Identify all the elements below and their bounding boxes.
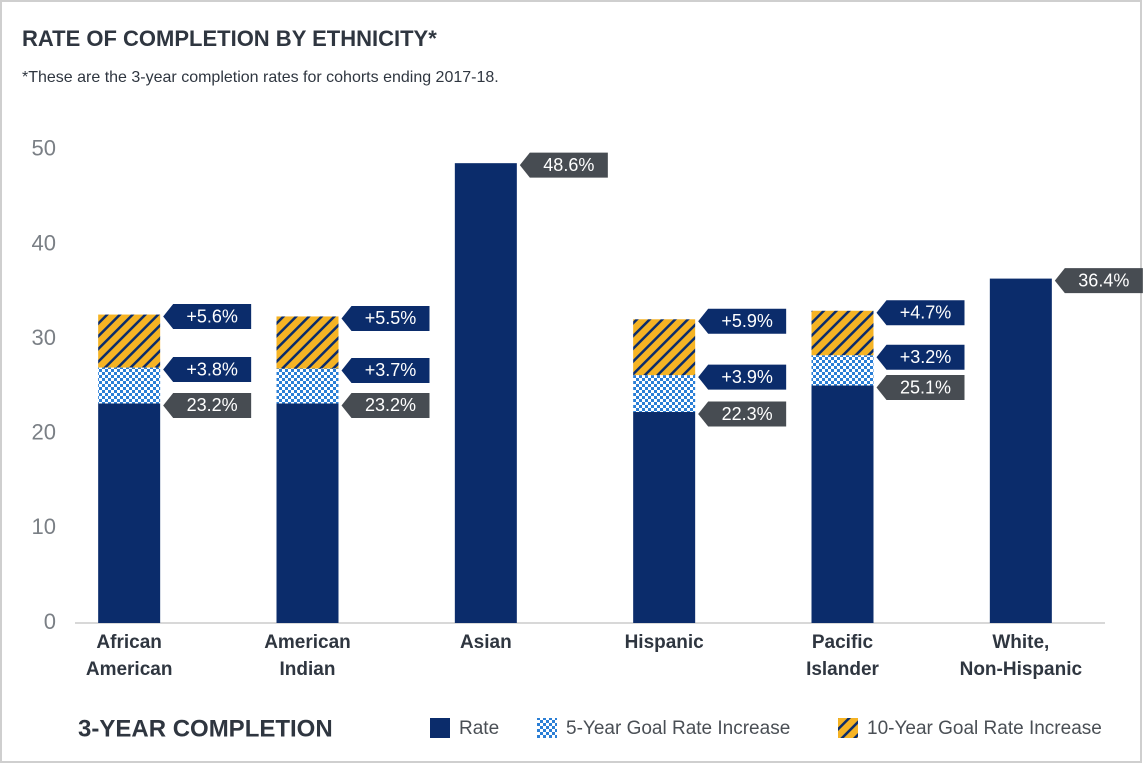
y-tick-label: 30 <box>32 325 56 350</box>
value-label-box <box>163 304 252 330</box>
bar-segment <box>454 163 517 623</box>
value-label-box <box>163 357 252 383</box>
legend-label: 5-Year Goal Rate Increase <box>566 718 790 739</box>
legend-title: 3-YEAR COMPLETION <box>78 715 333 742</box>
value-label-box <box>163 392 252 418</box>
value-label-box <box>519 152 608 178</box>
y-tick-label: 20 <box>32 420 56 445</box>
value-label: +3.9% <box>721 367 773 387</box>
value-label-box <box>698 401 787 427</box>
value-label: +3.7% <box>365 360 417 380</box>
value-label: 36.4% <box>1078 270 1129 290</box>
bar-segment <box>98 403 161 623</box>
y-tick-label: 50 <box>32 136 56 161</box>
chart-subtitle: *These are the 3-year completion rates f… <box>22 69 499 86</box>
value-label: 23.2% <box>187 395 238 415</box>
x-tick-label: White, Non-Hispanic <box>960 632 1083 680</box>
value-label-box <box>341 305 430 331</box>
value-label: 22.3% <box>722 404 773 424</box>
bar-segment <box>811 310 874 356</box>
value-label-box <box>876 300 965 326</box>
bar-segment <box>98 314 161 368</box>
value-label-box <box>341 357 430 383</box>
x-tick-label: American Indian <box>264 632 351 680</box>
value-label-box <box>698 308 787 334</box>
legend-swatch <box>838 718 858 738</box>
value-label-box <box>698 364 787 390</box>
bar-segment <box>276 368 339 404</box>
value-label: +4.7% <box>900 303 952 323</box>
x-tick-label: Asian <box>460 632 512 653</box>
bar-segment <box>98 367 161 404</box>
value-label: 25.1% <box>900 377 951 397</box>
value-label: +5.5% <box>365 308 417 328</box>
value-label: 23.2% <box>365 395 416 415</box>
bar-segment <box>811 385 874 623</box>
x-tick-label: African American <box>86 632 173 680</box>
legend-label: Rate <box>459 718 499 739</box>
value-label-box <box>341 392 430 418</box>
value-label: +3.8% <box>186 359 238 379</box>
legend-swatch <box>430 718 450 738</box>
value-label-box <box>876 344 965 370</box>
legend-label: 10-Year Goal Rate Increase <box>867 718 1102 739</box>
bar-segment <box>633 319 696 376</box>
x-tick-label: Pacific Islander <box>806 632 879 680</box>
bar-segment <box>633 375 696 413</box>
bar-segment <box>811 355 874 386</box>
chart-title: RATE OF COMPLETION BY ETHNICITY* <box>22 26 437 51</box>
bar-segment <box>276 316 339 369</box>
y-tick-label: 0 <box>44 609 56 634</box>
bar-segment <box>989 278 1052 623</box>
value-label: +5.9% <box>721 311 773 331</box>
value-label: 48.6% <box>543 155 594 175</box>
bar-segment <box>276 403 339 623</box>
y-tick-label: 40 <box>32 230 56 255</box>
value-label-box <box>876 375 965 401</box>
value-label: +5.6% <box>186 306 238 326</box>
value-label: +3.2% <box>900 347 952 367</box>
x-tick-label: Hispanic <box>625 632 705 653</box>
legend-swatch <box>537 718 557 738</box>
value-label-box <box>1054 268 1143 294</box>
bar-segment <box>633 412 696 623</box>
y-tick-label: 10 <box>32 514 56 539</box>
